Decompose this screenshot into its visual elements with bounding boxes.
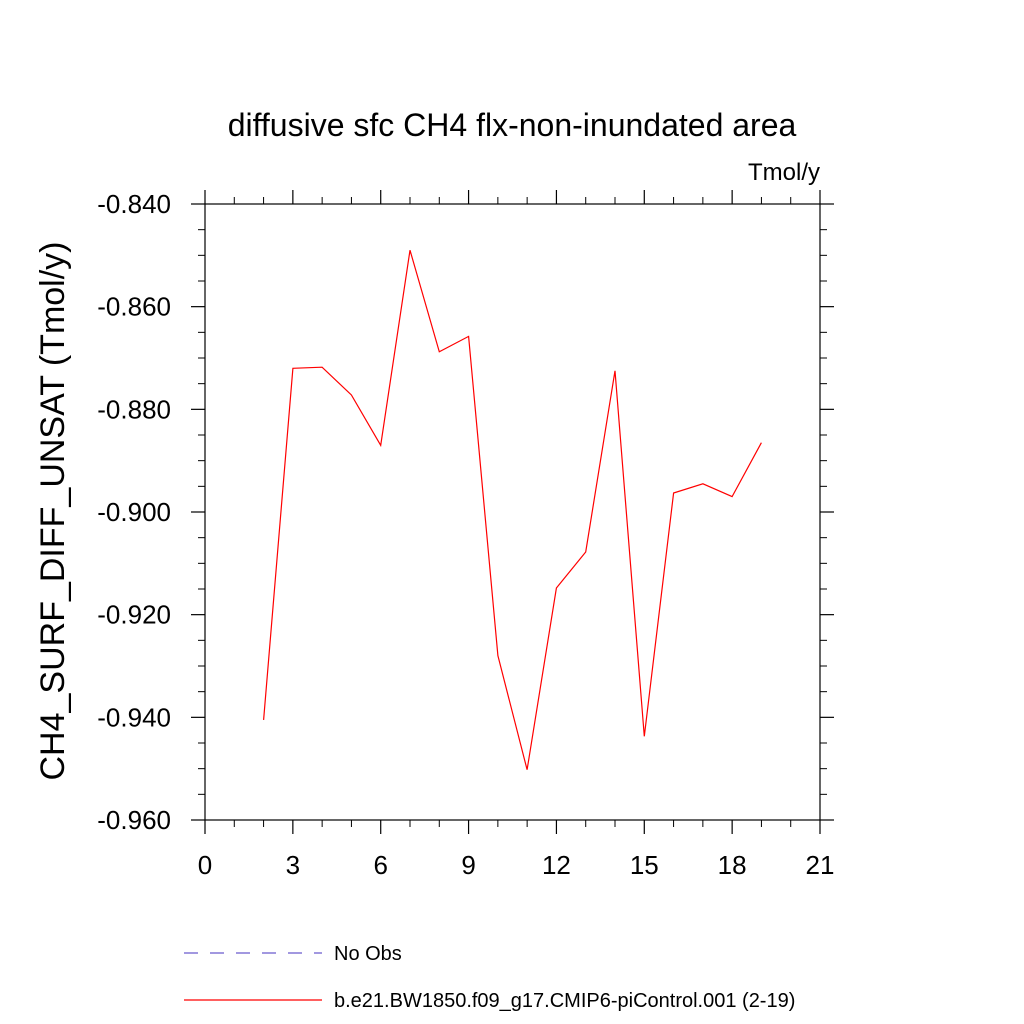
y-tick-label: -0.840 — [97, 189, 171, 219]
series-lines — [263, 250, 762, 770]
legend: No Obs b.e21.BW1850.f09_g17.CMIP6-piContr… — [184, 943, 795, 1012]
units-label: Tmol/y — [748, 159, 820, 186]
series-line — [263, 250, 762, 770]
x-tick-label: 12 — [542, 850, 571, 880]
y-tick-label: -0.860 — [97, 292, 171, 322]
x-tick-label: 3 — [286, 850, 300, 880]
y-tick-label: -0.880 — [97, 394, 171, 424]
x-tick-label: 9 — [461, 850, 475, 880]
x-tick-label: 18 — [718, 850, 747, 880]
y-tick-label: -0.940 — [97, 702, 171, 732]
legend-label: No Obs — [334, 943, 402, 965]
x-tick-label: 6 — [373, 850, 387, 880]
y-tick-label: -0.920 — [97, 600, 171, 630]
plot-frame — [204, 203, 821, 821]
y-tick-label: -0.960 — [97, 805, 171, 835]
legend-label: b.e21.BW1850.f09_g17.CMIP6-piControl.001… — [334, 990, 795, 1012]
y-tick-label: -0.900 — [97, 497, 171, 527]
y-axis-label: CH4_SURF_DIFF_UNSAT (Tmol/y) — [34, 241, 72, 780]
chart-title: diffusive sfc CH4 flx-non-inundated area — [228, 107, 797, 143]
ticks: 0 3 6 9 12 15 18 21 -0.960 -0.940 -0.920 -0.900 -0.8… — [97, 189, 834, 880]
x-tick-label: 21 — [806, 850, 835, 880]
x-tick-label: 15 — [630, 850, 659, 880]
x-tick-label: 0 — [198, 850, 212, 880]
